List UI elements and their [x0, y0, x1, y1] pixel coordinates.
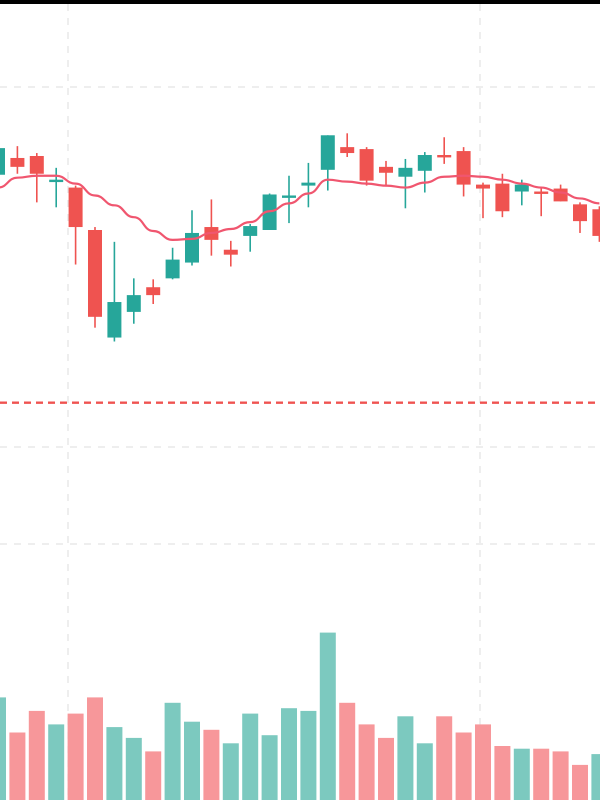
volume-bar: [48, 724, 65, 800]
volume-bar: [455, 732, 472, 800]
volume-bar: [475, 724, 491, 800]
volume-bar: [9, 732, 26, 800]
candle-body: [107, 302, 122, 338]
volume-bar: [397, 716, 414, 800]
volume-layer: [0, 632, 600, 800]
moving-average-line: [0, 174, 600, 241]
grid-layer: [0, 4, 600, 800]
candle-body: [0, 148, 5, 175]
candle-body: [573, 204, 587, 222]
volume-bar: [436, 716, 453, 800]
candle-body: [223, 249, 238, 255]
candle-body: [359, 149, 374, 181]
candle-body: [49, 179, 64, 183]
volume-bar: [494, 746, 511, 800]
volume-bar: [0, 697, 6, 800]
volume-bar: [184, 721, 200, 800]
candle-body: [456, 151, 471, 185]
candle-body: [301, 182, 316, 186]
volume-bar: [591, 754, 600, 800]
candle-body: [185, 232, 199, 263]
volume-bar: [319, 632, 336, 800]
volume-bar: [67, 713, 84, 800]
candle-body: [476, 184, 490, 189]
volume-bar: [378, 737, 394, 800]
candle-body: [29, 156, 44, 174]
volume-bar: [513, 748, 530, 800]
candle-body: [126, 295, 141, 312]
candle-body: [282, 195, 296, 198]
volume-bar: [125, 737, 142, 800]
candle-body: [10, 157, 25, 167]
volume-bar: [281, 708, 297, 800]
volume-bar: [28, 710, 45, 800]
volume-bar: [300, 710, 317, 800]
candle-body: [68, 187, 83, 228]
volume-bar: [572, 764, 588, 800]
candle-body: [495, 183, 510, 212]
volume-bar: [106, 727, 123, 800]
volume-bar: [533, 748, 550, 800]
volume-bar: [145, 751, 162, 800]
volume-bar: [203, 729, 220, 800]
candle-body: [534, 191, 549, 194]
chart-frame: [0, 4, 600, 800]
candle-body: [592, 209, 600, 236]
candle-body: [437, 155, 452, 158]
candle-body: [398, 167, 413, 177]
volume-bar: [416, 743, 433, 800]
volume-bar: [87, 697, 103, 800]
candle-body: [379, 166, 393, 173]
volume-bar: [261, 735, 278, 800]
volume-bar: [222, 743, 239, 800]
volume-bar: [164, 702, 181, 800]
moving-average-layer: [0, 174, 600, 241]
volume-bar: [339, 702, 356, 800]
candlestick-chart: [0, 4, 600, 800]
candle-body: [514, 184, 529, 192]
candle-layer: [0, 133, 600, 342]
candle-body: [146, 287, 161, 296]
volume-bar: [552, 751, 569, 800]
candle-body: [340, 147, 355, 154]
candle-body: [165, 259, 180, 279]
volume-bar: [358, 724, 375, 800]
candle-body: [243, 226, 258, 236]
volume-bar: [242, 713, 259, 800]
candle-body: [417, 155, 432, 171]
candle-body: [553, 188, 568, 202]
candle-body: [88, 230, 102, 317]
candle-body: [320, 135, 335, 170]
